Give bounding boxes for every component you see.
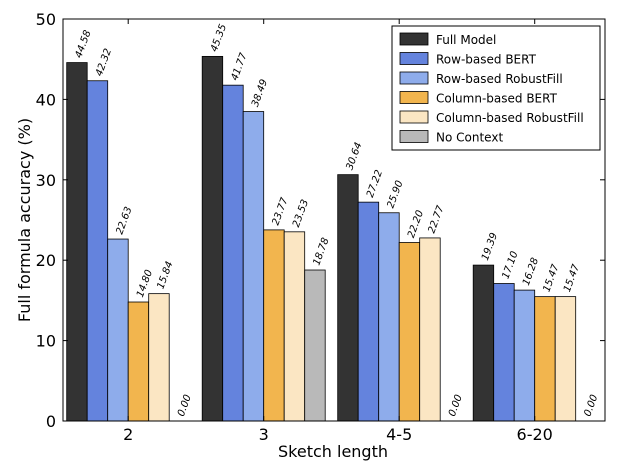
- legend-swatch: [399, 110, 429, 124]
- x-tick-label: 4-5: [386, 425, 412, 444]
- bar-row-based-bert-2: [86, 80, 109, 422]
- bar-value-label: 38.49: [250, 78, 270, 109]
- bar-column-based-robustfill-6-20: [554, 296, 577, 422]
- bar-row-based-bert-6-20: [493, 283, 515, 422]
- bar-value-label: 0.00: [447, 393, 465, 418]
- bar-full-model-2: [66, 62, 88, 422]
- bar-row-based-robustfill-3: [242, 111, 265, 422]
- bar-row-based-robustfill-6-20: [513, 289, 536, 422]
- bar-row-based-robustfill-4-5: [378, 212, 400, 422]
- y-axis-title: Full formula accuracy (%): [15, 118, 34, 322]
- legend: Full Model Row-based BERT Row-based Robust…: [391, 25, 601, 151]
- bars-layer: [66, 55, 577, 422]
- bar-full-model-6-20: [472, 264, 495, 422]
- y-tick-label: 20: [36, 251, 56, 270]
- y-tick-label: 50: [36, 10, 56, 29]
- legend-swatch: [399, 32, 429, 46]
- bar-value-label: 17.10: [500, 250, 520, 281]
- legend-label: Full Model: [436, 33, 496, 47]
- legend-swatch: [399, 91, 429, 104]
- bar-column-based-bert-6-20: [534, 296, 556, 422]
- bar-value-label: 22.77: [426, 204, 446, 235]
- bar-value-label: 18.78: [311, 236, 331, 267]
- bar-value-label: 23.53: [291, 198, 311, 229]
- legend-label: Column-based RobustFill: [436, 111, 584, 125]
- bar-no-context-3: [304, 269, 326, 422]
- bar-value-label: 15.47: [562, 262, 582, 293]
- bar-column-based-bert-4-5: [398, 242, 421, 422]
- x-tick-label: 2: [123, 425, 133, 444]
- x-axis-title: Sketch length: [278, 442, 388, 461]
- y-tick-label: 0: [46, 412, 56, 431]
- legend-label: Column-based BERT: [436, 92, 558, 106]
- bar-value-label: 15.84: [155, 260, 175, 291]
- bar-full-model-3: [201, 55, 224, 422]
- bar-column-based-robustfill-4-5: [419, 237, 441, 422]
- bar-full-model-4-5: [337, 174, 359, 422]
- bar-value-label: 44.58: [73, 29, 93, 60]
- bar-value-label: 41.77: [229, 51, 249, 82]
- bar-value-label: 22.63: [114, 205, 134, 236]
- legend-swatch: [399, 130, 429, 143]
- bar-column-based-bert-3: [263, 229, 285, 422]
- bar-value-label: 45.35: [209, 23, 229, 54]
- legend-box: [391, 25, 601, 151]
- bar-value-label: 0.00: [176, 393, 194, 418]
- y-tick-label: 30: [36, 171, 56, 190]
- bar-value-label: 23.77: [270, 196, 290, 227]
- legend-label: Row-based RobustFill: [436, 72, 563, 86]
- bar-value-label: 30.64: [344, 141, 364, 172]
- bar-column-based-robustfill-3: [283, 231, 306, 422]
- bar-value-label: 0.00: [582, 393, 600, 418]
- legend-swatch: [399, 52, 429, 65]
- y-tick-label: 40: [36, 90, 56, 109]
- y-tick-label: 10: [36, 332, 56, 351]
- bar-value-label: 15.47: [541, 262, 561, 293]
- bar-row-based-robustfill-2: [107, 238, 129, 422]
- bar-row-based-bert-4-5: [357, 201, 380, 422]
- bar-value-label: 42.32: [94, 47, 114, 78]
- bar-column-based-robustfill-2: [148, 293, 170, 422]
- legend-label: No Context: [436, 131, 503, 145]
- bar-value-label: 22.20: [406, 209, 426, 240]
- bar-value-label: 19.39: [480, 231, 500, 262]
- bar-value-label: 25.90: [385, 179, 405, 210]
- bar-value-label: 16.28: [521, 256, 541, 287]
- axes-layer: [62, 18, 606, 422]
- bar-row-based-bert-3: [222, 84, 244, 422]
- legend-label: Row-based BERT: [436, 53, 537, 67]
- bar-value-label: 27.22: [365, 169, 385, 200]
- plot-frame: [62, 18, 606, 422]
- x-tick-label: 3: [259, 425, 269, 444]
- bar-column-based-bert-2: [127, 301, 150, 422]
- legend-swatch: [399, 71, 429, 85]
- x-tick-label: 6-20: [517, 425, 553, 444]
- ticks-layer: 0 10 20 30 40 50 2 3 4-5 6-20: [36, 10, 605, 444]
